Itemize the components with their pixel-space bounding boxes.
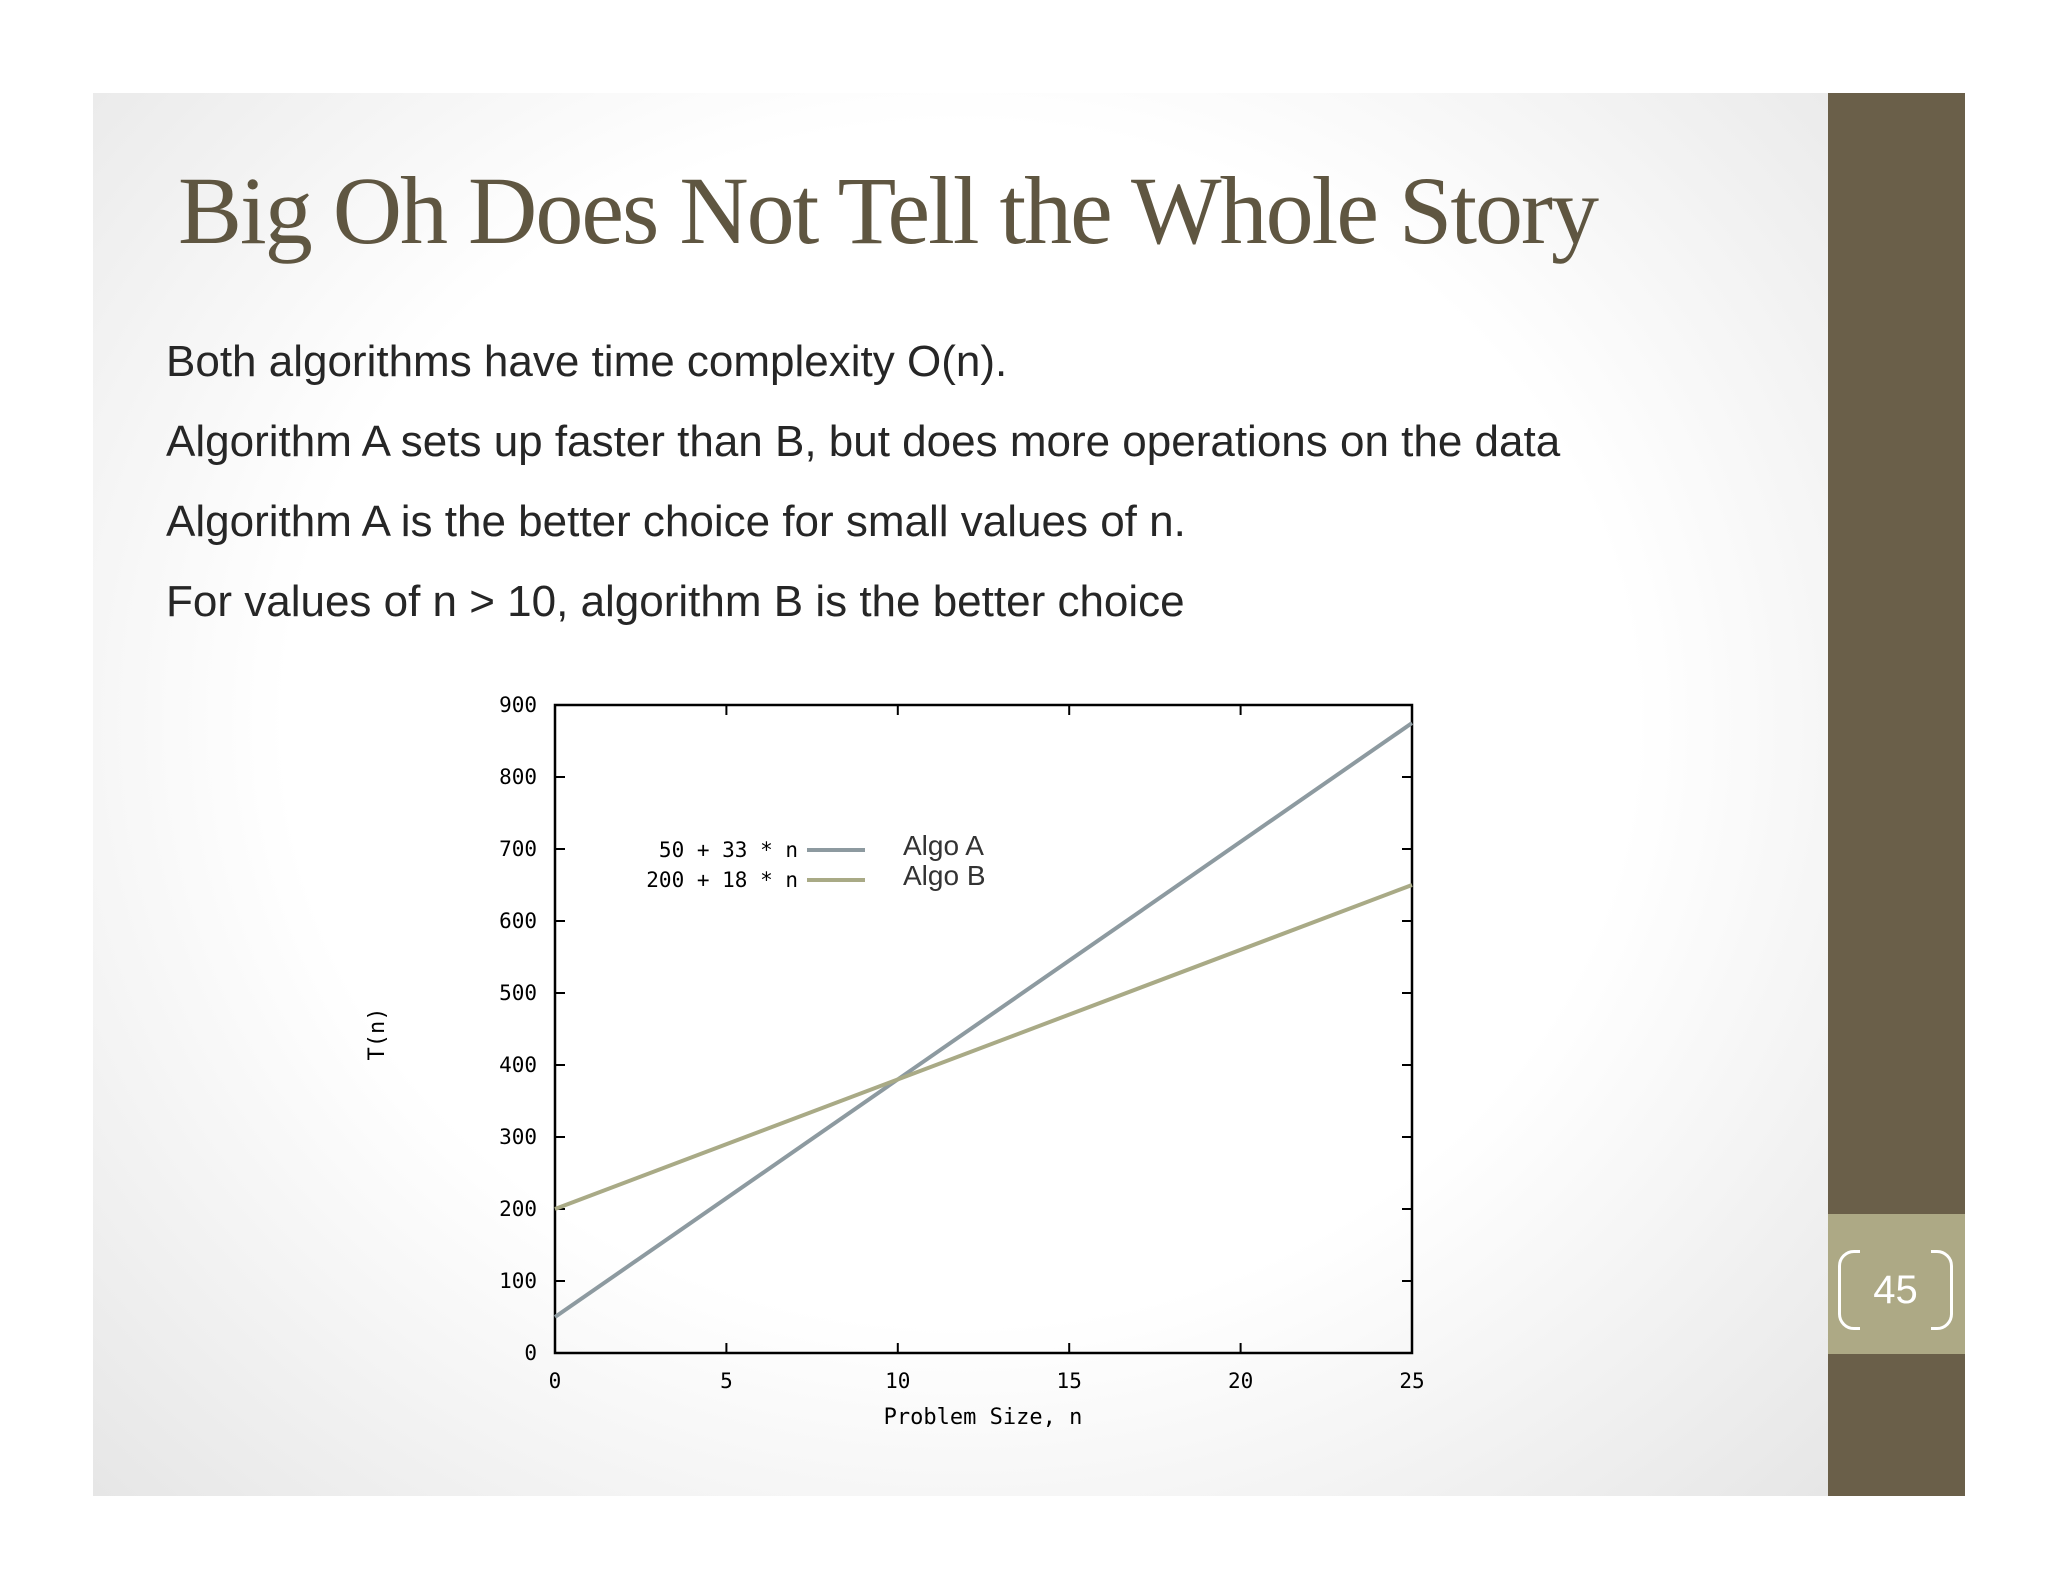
y-tick-label: 400 bbox=[499, 1053, 537, 1077]
x-tick-label: 25 bbox=[1399, 1369, 1424, 1393]
y-tick-label: 0 bbox=[524, 1341, 537, 1365]
y-axis-label: T(n) bbox=[365, 1008, 390, 1061]
plot-frame bbox=[553, 703, 1414, 1355]
y-tick-label: 200 bbox=[499, 1197, 537, 1221]
y-tick-label: 100 bbox=[499, 1269, 537, 1293]
legend-series-name: Algo B bbox=[903, 860, 986, 891]
legend: 50 + 33 * n Algo A 200 + 18 * n Algo B bbox=[646, 830, 985, 892]
x-axis-label: Problem Size, n bbox=[884, 1405, 1083, 1430]
series-line bbox=[553, 721, 1414, 1319]
y-axis-ticks: 0 100 200 300 400 500 600 700 800 900 bbox=[499, 693, 1412, 1365]
x-tick-label: 0 bbox=[549, 1369, 562, 1393]
x-tick-label: 10 bbox=[885, 1369, 910, 1393]
bullet-item: For values of n > 10, algorithm B is the… bbox=[166, 577, 1185, 626]
slide-title: Big Oh Does Not Tell the Whole Story bbox=[178, 157, 1599, 264]
bullet-list: Both algorithms have time complexity O(n… bbox=[166, 322, 1816, 642]
legend-series-name: Algo A bbox=[903, 830, 984, 861]
bracket-gap-bottom bbox=[1860, 1325, 1931, 1333]
x-tick-label: 5 bbox=[720, 1369, 733, 1393]
x-tick-label: 15 bbox=[1057, 1369, 1082, 1393]
y-tick-label: 500 bbox=[499, 981, 537, 1005]
y-tick-label: 900 bbox=[499, 693, 537, 717]
bullet-item: Algorithm A is the better choice for sma… bbox=[166, 497, 1186, 546]
bracket-gap-top bbox=[1860, 1248, 1931, 1256]
y-tick-label: 700 bbox=[499, 837, 537, 861]
bullet-item: Both algorithms have time complexity O(n… bbox=[166, 337, 1008, 386]
legend-formula: 50 + 33 * n bbox=[659, 838, 798, 862]
x-tick-label: 20 bbox=[1228, 1369, 1253, 1393]
y-tick-label: 800 bbox=[499, 765, 537, 789]
series-line bbox=[554, 883, 1413, 1211]
slide-background bbox=[93, 93, 1828, 1496]
series-lines bbox=[553, 721, 1414, 1319]
page-number: 45 bbox=[1873, 1268, 1918, 1312]
y-tick-label: 600 bbox=[499, 909, 537, 933]
legend-formula: 200 + 18 * n bbox=[646, 868, 798, 892]
bullet-item: Algorithm A sets up faster than B, but d… bbox=[166, 417, 1561, 466]
x-axis-ticks: 0 5 10 15 20 25 bbox=[549, 705, 1425, 1393]
y-tick-label: 300 bbox=[499, 1125, 537, 1149]
